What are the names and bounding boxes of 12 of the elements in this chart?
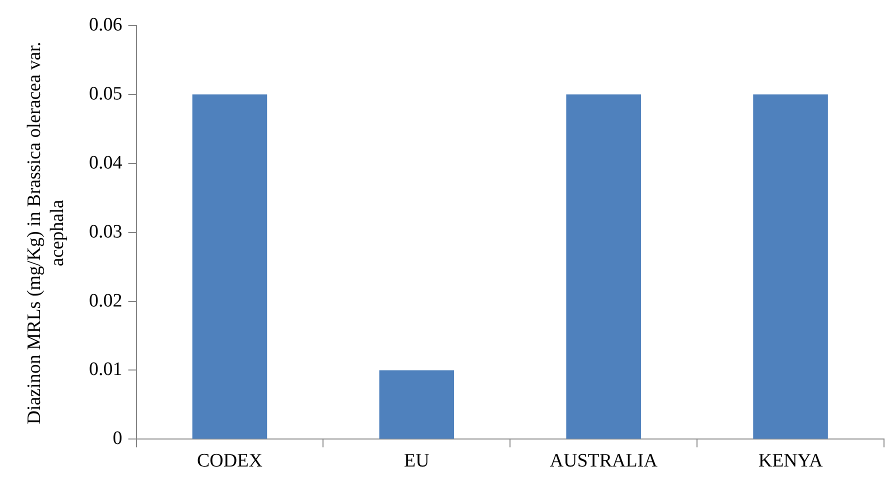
x-tick-label: AUSTRALIA (550, 450, 658, 472)
x-tick-label: KENYA (758, 450, 823, 472)
x-tick-label: EU (404, 450, 430, 472)
y-tick-label: 0 (112, 428, 122, 450)
y-tick-label: 0.04 (89, 152, 123, 174)
x-tick-label: CODEX (196, 450, 263, 472)
y-tick-label: 0.02 (89, 290, 122, 312)
y-tick-label: 0.03 (89, 221, 122, 242)
y-tick-label: 0.01 (89, 359, 122, 380)
y-tick-label: 0.05 (89, 83, 122, 104)
y-tick-label: 0.06 (89, 14, 122, 36)
y-axis-title: Diazinon MRLs (mg/Kg) in Brassica oleracea var. acephala (23, 40, 69, 426)
